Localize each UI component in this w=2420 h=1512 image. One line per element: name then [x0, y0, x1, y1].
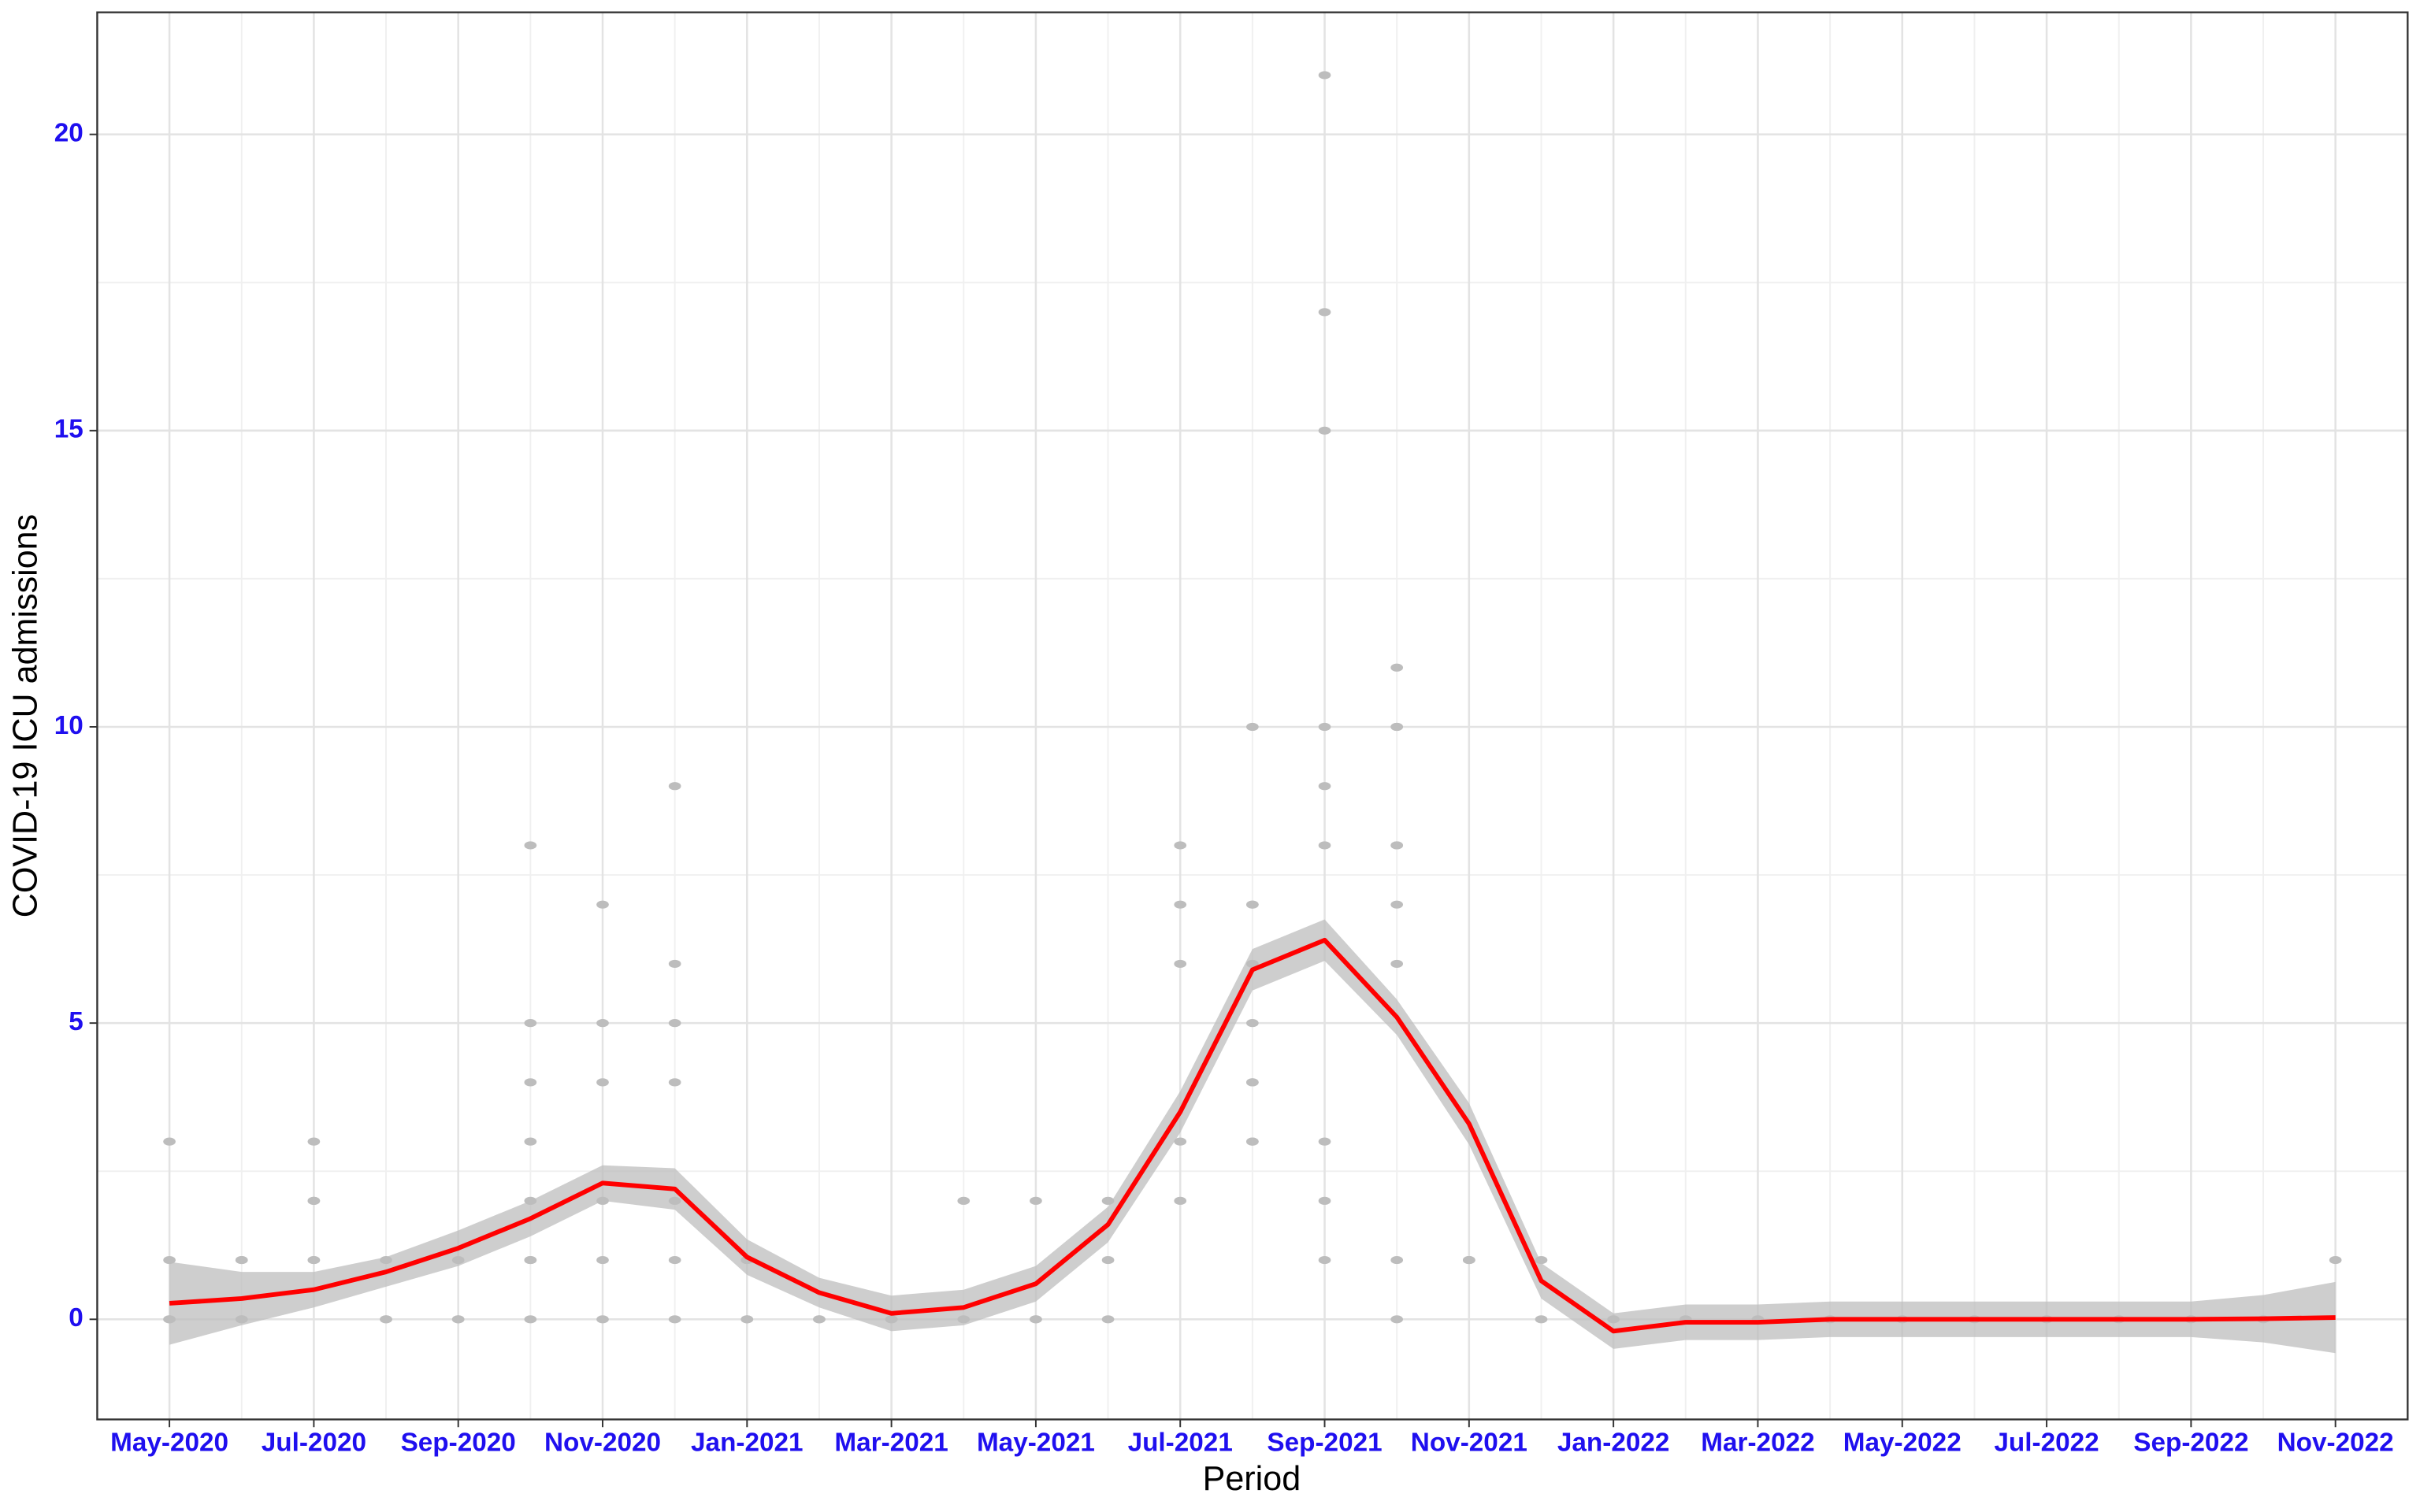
- point: [380, 1315, 392, 1324]
- point: [307, 1137, 321, 1146]
- point: [813, 1315, 826, 1324]
- point: [1390, 841, 1404, 850]
- x-tick-label: Mar-2021: [834, 1429, 948, 1458]
- point: [163, 1255, 176, 1265]
- point: [668, 1019, 681, 1028]
- point: [1390, 1315, 1404, 1324]
- point: [1101, 1315, 1115, 1324]
- point: [1174, 900, 1187, 909]
- point: [1318, 71, 1331, 80]
- point: [1318, 1137, 1331, 1146]
- point: [596, 900, 609, 909]
- point: [740, 1315, 754, 1324]
- point: [1030, 1196, 1042, 1205]
- point: [668, 959, 681, 969]
- point: [1318, 308, 1331, 317]
- point: [1318, 722, 1331, 732]
- point: [1390, 959, 1404, 969]
- x-tick-label: Nov-2020: [544, 1429, 661, 1458]
- x-tick-label: May-2020: [110, 1429, 228, 1458]
- point: [668, 1255, 681, 1265]
- x-tick-label: Jul-2021: [1128, 1429, 1233, 1458]
- x-tick-label: Nov-2022: [2277, 1429, 2394, 1458]
- point: [1246, 722, 1259, 732]
- y-axis-label: COVID-19 ICU admissions: [7, 514, 45, 917]
- y-tick-label: 10: [54, 711, 84, 740]
- x-tick-label: Nov-2021: [1411, 1429, 1527, 1458]
- point: [1246, 900, 1259, 909]
- point: [1390, 663, 1404, 672]
- y-tick-label: 20: [54, 118, 84, 147]
- x-tick-label: Sep-2021: [1267, 1429, 1382, 1458]
- x-tick-label: Jul-2022: [1994, 1429, 2099, 1458]
- point: [668, 1078, 681, 1087]
- x-tick-label: May-2021: [977, 1429, 1095, 1458]
- point: [1246, 1137, 1259, 1146]
- x-axis-label: Period: [1203, 1460, 1301, 1498]
- point: [1174, 959, 1187, 969]
- x-tick-label: Jan-2022: [1557, 1429, 1670, 1458]
- point: [524, 1255, 537, 1265]
- point: [668, 782, 681, 791]
- point: [524, 841, 537, 850]
- plot-border: [96, 11, 2409, 1421]
- point: [1174, 1137, 1187, 1146]
- point: [307, 1255, 321, 1265]
- point: [596, 1315, 609, 1324]
- confidence-band: [169, 919, 2336, 1354]
- point: [524, 1137, 537, 1146]
- point: [1318, 841, 1331, 850]
- point: [1463, 1255, 1475, 1265]
- x-tick-label: Sep-2022: [2133, 1429, 2248, 1458]
- point: [1318, 1255, 1331, 1265]
- y-tick-label: 5: [69, 1007, 84, 1036]
- point: [1101, 1255, 1115, 1265]
- point: [307, 1196, 321, 1205]
- x-tick-label: Mar-2022: [1701, 1429, 1814, 1458]
- point: [1318, 426, 1331, 435]
- point: [1318, 782, 1331, 791]
- point: [668, 1315, 681, 1324]
- point: [1174, 1196, 1187, 1205]
- point: [2329, 1255, 2342, 1265]
- point: [1030, 1315, 1042, 1324]
- point: [1246, 1078, 1259, 1087]
- point: [1390, 1255, 1404, 1265]
- point: [1246, 1019, 1259, 1028]
- point: [235, 1255, 248, 1265]
- point: [524, 1019, 537, 1028]
- point: [524, 1315, 537, 1324]
- x-tick-label: Sep-2020: [401, 1429, 516, 1458]
- point: [1174, 841, 1187, 850]
- y-tick-label: 15: [54, 415, 84, 444]
- x-tick-label: Jan-2021: [691, 1429, 804, 1458]
- point: [1390, 722, 1404, 732]
- point: [1535, 1315, 1548, 1324]
- point: [163, 1137, 176, 1146]
- y-tick-label: 0: [69, 1303, 84, 1332]
- point: [451, 1315, 465, 1324]
- x-tick-label: May-2022: [1843, 1429, 1962, 1458]
- point: [596, 1019, 609, 1028]
- point: [1318, 1196, 1331, 1205]
- point: [596, 1255, 609, 1265]
- point: [596, 1078, 609, 1087]
- point: [957, 1196, 971, 1205]
- x-tick-label: Jul-2020: [262, 1429, 366, 1458]
- smooth-line: [169, 937, 2336, 1334]
- point: [524, 1078, 537, 1087]
- point: [1390, 900, 1404, 909]
